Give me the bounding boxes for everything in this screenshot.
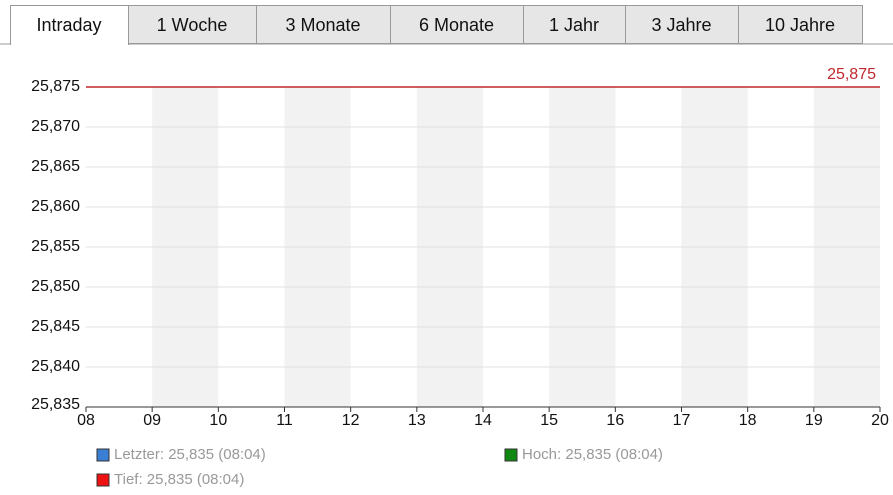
- x-tick-label: 17: [673, 412, 691, 429]
- x-tick-label: 11: [276, 412, 293, 429]
- tab-label[interactable]: Intraday: [36, 15, 101, 35]
- x-tick-label: 12: [342, 412, 360, 429]
- tab-label[interactable]: 3 Jahre: [651, 15, 711, 35]
- x-tick-label: 18: [739, 412, 757, 429]
- y-tick-label: 25,865: [31, 158, 80, 175]
- x-tick-label: 13: [408, 412, 426, 429]
- x-tick-label: 10: [209, 412, 227, 429]
- x-tick-label: 16: [606, 412, 624, 429]
- y-tick-label: 25,840: [31, 358, 80, 375]
- tab-label[interactable]: 1 Jahr: [549, 15, 599, 35]
- y-tick-label: 25,850: [31, 278, 80, 295]
- y-tick-label: 25,870: [31, 118, 80, 135]
- legend-swatch: [96, 448, 110, 462]
- x-tick-label: 19: [805, 412, 823, 429]
- y-tick-label: 25,875: [31, 78, 80, 95]
- last-value-label: 25,875: [827, 66, 876, 83]
- x-tick-label: 08: [77, 412, 95, 429]
- x-tick-label: 20: [871, 412, 889, 429]
- tab[interactable]: [128, 5, 257, 44]
- legend-swatch: [96, 473, 110, 487]
- x-tick-label: 15: [540, 412, 558, 429]
- tab-label[interactable]: 6 Monate: [419, 15, 494, 35]
- legend-label: Hoch: 25,835 (08:04): [522, 446, 663, 463]
- legend-label: Letzter: 25,835 (08:04): [114, 446, 266, 463]
- legend-swatch: [504, 448, 518, 462]
- tab-label[interactable]: 10 Jahre: [765, 15, 835, 35]
- y-tick-label: 25,835: [31, 396, 80, 413]
- x-tick-label: 14: [474, 412, 492, 429]
- y-tick-label: 25,845: [31, 318, 80, 335]
- tab-label[interactable]: 1 Woche: [157, 15, 228, 35]
- tab[interactable]: [256, 5, 391, 44]
- y-tick-label: 25,855: [31, 238, 80, 255]
- x-tick-label: 09: [143, 412, 161, 429]
- tab[interactable]: [738, 5, 863, 44]
- tab-label[interactable]: 3 Monate: [285, 15, 360, 35]
- y-tick-label: 25,860: [31, 198, 80, 215]
- tab[interactable]: [625, 5, 739, 44]
- legend-label: Tief: 25,835 (08:04): [114, 471, 244, 488]
